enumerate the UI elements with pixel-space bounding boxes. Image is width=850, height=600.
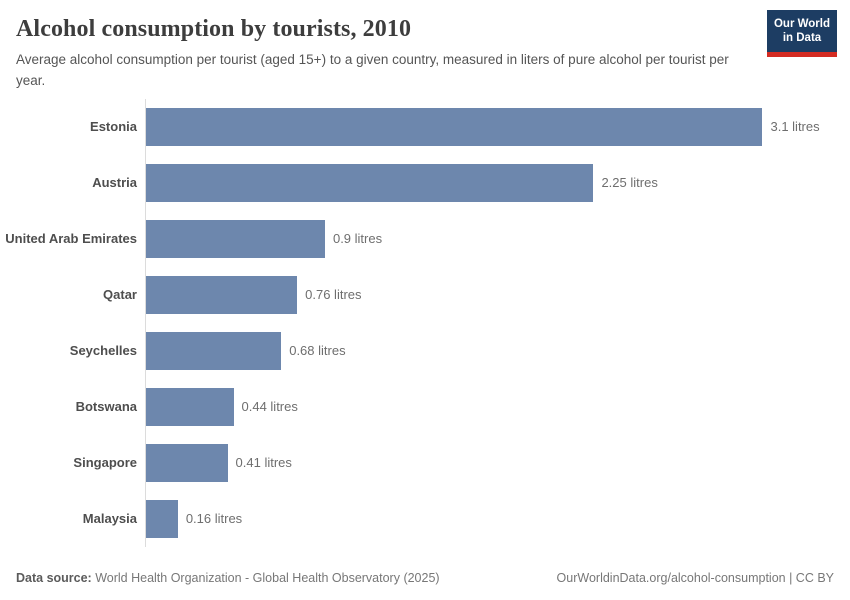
category-label: Malaysia bbox=[82, 510, 137, 526]
value-label: 0.16 litres bbox=[185, 511, 243, 527]
bar-area: 0.68 litres bbox=[145, 322, 850, 379]
data-source: Data source: World Health Organization -… bbox=[16, 571, 440, 585]
bar[interactable] bbox=[146, 331, 282, 370]
value-label: 0.41 litres bbox=[235, 455, 292, 471]
category-label: Botswana bbox=[75, 398, 137, 414]
category-label: Qatar bbox=[103, 286, 137, 302]
category-label: Austria bbox=[92, 174, 137, 190]
value-label: 0.68 litres bbox=[289, 343, 346, 359]
chart-subtitle: Average alcohol consumption per tourist … bbox=[16, 52, 729, 88]
category-label: Estonia bbox=[90, 118, 137, 134]
owid-logo[interactable]: Our World in Data bbox=[767, 10, 837, 57]
chart-footer: Data source: World Health Organization -… bbox=[0, 571, 850, 600]
bar-row: Botswana 0.44 litres bbox=[0, 378, 850, 435]
value-label: 0.9 litres bbox=[332, 231, 383, 247]
bar-row: Seychelles 0.68 litres bbox=[0, 322, 850, 379]
bar-area: 0.76 litres bbox=[145, 266, 850, 323]
bar-row: Malaysia 0.16 litres bbox=[0, 490, 850, 547]
bar[interactable] bbox=[146, 443, 228, 482]
chart-header: Alcohol consumption by tourists, 2010 Av… bbox=[0, 0, 850, 92]
bar[interactable] bbox=[146, 499, 178, 538]
bar[interactable] bbox=[146, 387, 234, 426]
chart-title: Alcohol consumption by tourists, 2010 bbox=[16, 16, 412, 42]
horizontal-bar-chart: Estonia 3.1 litres Austria 2.25 litres Unite… bbox=[0, 98, 850, 547]
bar-row: United Arab Emirates 0.9 litres bbox=[0, 210, 850, 267]
owid-logo-line2: in Data bbox=[782, 32, 822, 45]
bar-area: 0.16 litres bbox=[145, 490, 850, 547]
bar-row: Qatar 0.76 litres bbox=[0, 266, 850, 323]
bar[interactable] bbox=[146, 107, 763, 146]
data-source-text: World Health Organization - Global Healt… bbox=[91, 571, 440, 585]
bar-area: 2.25 litres bbox=[145, 154, 850, 211]
value-label: 0.44 litres bbox=[241, 399, 298, 415]
bar-area: 0.9 litres bbox=[145, 210, 850, 267]
value-label: 0.76 litres bbox=[305, 287, 362, 303]
category-label: Singapore bbox=[73, 454, 137, 470]
bar-area: 0.41 litres bbox=[145, 434, 850, 491]
bar[interactable] bbox=[146, 219, 325, 258]
data-source-label: Data source: bbox=[16, 571, 92, 585]
category-label: United Arab Emirates bbox=[5, 230, 137, 246]
value-label: 2.25 litres bbox=[601, 175, 658, 191]
footer-citation-link[interactable]: OurWorldinData.org/alcohol-consumption |… bbox=[556, 571, 834, 585]
bar[interactable] bbox=[146, 275, 298, 314]
category-label: Seychelles bbox=[69, 342, 137, 358]
value-label: 3.1 litres bbox=[770, 119, 820, 135]
bar[interactable] bbox=[146, 163, 594, 202]
bar-area: 0.44 litres bbox=[145, 378, 850, 435]
owid-logo-line1: Our World bbox=[773, 18, 830, 30]
bar-row: Singapore 0.41 litres bbox=[0, 434, 850, 491]
bar-area: 3.1 litres bbox=[145, 98, 850, 155]
bar-row: Austria 2.25 litres bbox=[0, 154, 850, 211]
bar-row: Estonia 3.1 litres bbox=[0, 98, 850, 155]
